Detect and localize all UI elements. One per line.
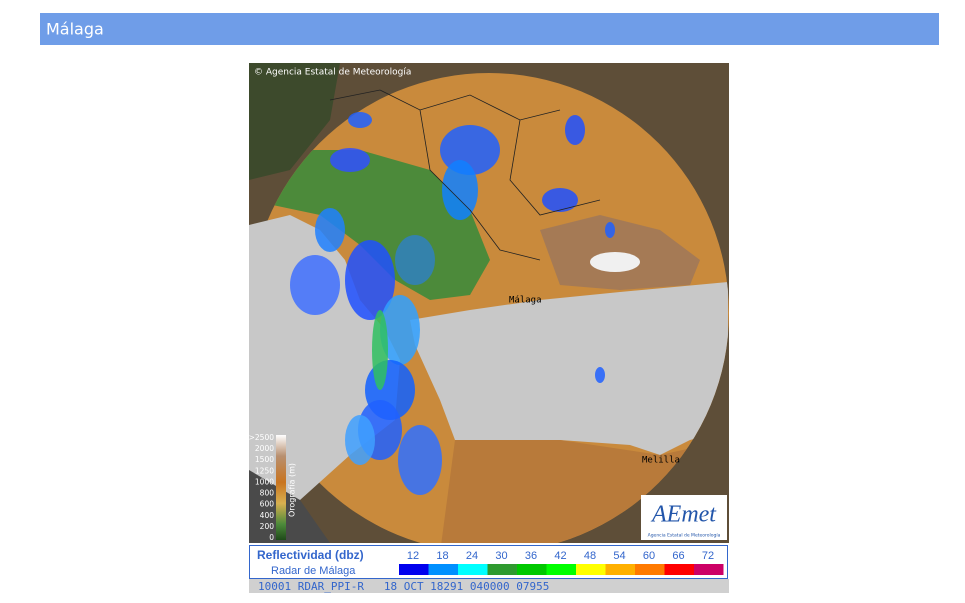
level-label: 72	[702, 550, 714, 562]
out-of-range	[249, 470, 330, 543]
orography-label: 200	[260, 522, 275, 531]
credit: © Agencia Estatal de Meteorología	[254, 68, 411, 78]
rain-cell	[290, 255, 340, 315]
orography-label: 1250	[255, 466, 274, 475]
rain-cell	[605, 222, 615, 238]
level-label: 30	[495, 550, 507, 562]
rain-cell	[348, 112, 372, 128]
orography-label: 800	[260, 489, 275, 498]
level-swatch	[458, 564, 488, 575]
level-swatch	[517, 564, 547, 575]
borders	[329, 89, 601, 261]
rain-cell	[542, 188, 578, 212]
terrain-dark	[249, 63, 340, 180]
legend-levels: 12 18 24 30 36 42 48 54 60 66 72	[399, 550, 724, 575]
orography-bar	[276, 435, 286, 540]
legend-subtitle: Radar de Málaga	[271, 565, 356, 577]
precipitation	[290, 112, 615, 495]
rain-cell	[565, 115, 585, 145]
orography-title: Orografía (m)	[288, 463, 297, 517]
level-swatch	[428, 564, 458, 575]
logo-box	[641, 495, 727, 540]
level-swatch	[399, 564, 429, 575]
radar-image: © Agencia Estatal de Meteorología Málaga…	[249, 63, 729, 543]
logo-name: AEmet	[650, 502, 717, 528]
orography-label: 1500	[255, 455, 274, 464]
level-swatch	[487, 564, 517, 575]
level-label: 54	[613, 550, 625, 562]
orography-label: 1000	[255, 477, 274, 486]
status-text: 10001 RDAR_PPI-R 18 OCT 18291 040000 079…	[258, 580, 549, 593]
level-label: 24	[466, 550, 478, 562]
rain-cell	[398, 425, 442, 495]
rain-cell	[595, 367, 605, 383]
status-bar	[249, 579, 729, 593]
level-swatch	[635, 564, 665, 575]
orography-label: 0	[269, 533, 274, 542]
rain-cell	[380, 295, 420, 365]
atlantic	[249, 215, 400, 540]
logo-subtitle: Agencia Estatal de Meteorología	[648, 532, 721, 539]
rain-cell	[330, 148, 370, 172]
level-swatch	[546, 564, 576, 575]
rain-cell	[442, 160, 478, 220]
place-label: Melilla	[642, 456, 680, 466]
rain-cell	[395, 235, 435, 285]
header-title: Málaga	[46, 20, 104, 39]
place-label: Málaga	[509, 296, 542, 306]
level-swatch	[605, 564, 635, 575]
level-label: 66	[672, 550, 684, 562]
snow-peaks	[590, 252, 640, 272]
level-swatch	[694, 564, 724, 575]
rain-cell	[315, 208, 345, 252]
rain-cell	[345, 240, 395, 320]
header-bar	[40, 13, 939, 45]
level-swatch	[664, 564, 694, 575]
level-label: 36	[525, 550, 537, 562]
level-label: 12	[407, 550, 419, 562]
level-swatch	[576, 564, 606, 575]
level-label: 48	[584, 550, 596, 562]
rain-cell	[345, 415, 375, 465]
orography-label: >2500	[249, 433, 275, 442]
level-label: 18	[436, 550, 448, 562]
legend-title: Reflectividad (dbz)	[257, 548, 364, 562]
level-label: 60	[643, 550, 655, 562]
level-label: 42	[554, 550, 566, 562]
orography-label: 400	[260, 511, 275, 520]
rain-cell	[372, 310, 388, 390]
sea	[410, 282, 728, 455]
orography-label: 600	[260, 500, 275, 509]
orography-label: 2000	[255, 444, 274, 453]
